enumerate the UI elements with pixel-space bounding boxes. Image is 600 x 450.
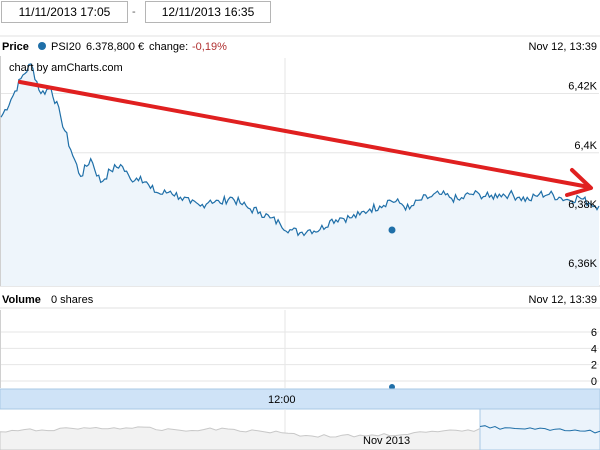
navigator-scrollbar[interactable] — [0, 388, 600, 410]
price-tick-label: 6,36K — [568, 258, 597, 270]
volume-y-axis: 6 4 2 0 — [591, 327, 597, 388]
volume-value: 0 shares — [51, 294, 94, 306]
navigator-overview-area — [0, 426, 481, 450]
volume-timestamp: Nov 12, 13:39 — [528, 294, 598, 306]
price-tick-label: 6,38K — [568, 199, 597, 211]
navigator-selection-line — [479, 425, 600, 434]
navigator-time-label: 12:00 — [268, 394, 296, 406]
change-label: change: — [149, 41, 189, 53]
price-cursor-marker[interactable] — [388, 226, 396, 234]
volume-tick-label: 0 — [591, 376, 597, 388]
price-tick-label: 6,4K — [574, 140, 597, 152]
trend-arrow-head — [565, 168, 593, 197]
price-area-fill — [1, 63, 599, 287]
price-timestamp: Nov 12, 13:39 — [528, 41, 598, 53]
series-dot-icon — [38, 42, 46, 50]
price-y-axis: 6,42K 6,4K 6,38K 6,36K — [568, 81, 597, 271]
price-tick-label: 6,42K — [568, 81, 597, 93]
trend-arrow-line — [18, 80, 591, 189]
price-value: 6.378,800 € — [86, 41, 145, 53]
change-value: -0,19% — [192, 41, 227, 53]
series-name: PSI20 — [51, 41, 81, 53]
amcharts-credit-link[interactable]: chart by amCharts.com — [9, 62, 123, 74]
volume-tick-label: 4 — [591, 343, 597, 355]
price-panel-title: Price — [2, 41, 29, 53]
date-separator: - — [132, 6, 136, 18]
navigator-month-label: Nov 2013 — [363, 435, 411, 447]
date-to-input[interactable] — [145, 1, 271, 23]
volume-grid — [1, 331, 599, 382]
volume-panel-title: Volume — [2, 294, 41, 306]
date-from-input[interactable] — [1, 1, 128, 23]
navigator-selection[interactable] — [479, 408, 600, 450]
price-series-line — [0, 63, 600, 237]
volume-tick-label: 6 — [591, 327, 597, 339]
volume-tick-label: 2 — [591, 360, 597, 372]
